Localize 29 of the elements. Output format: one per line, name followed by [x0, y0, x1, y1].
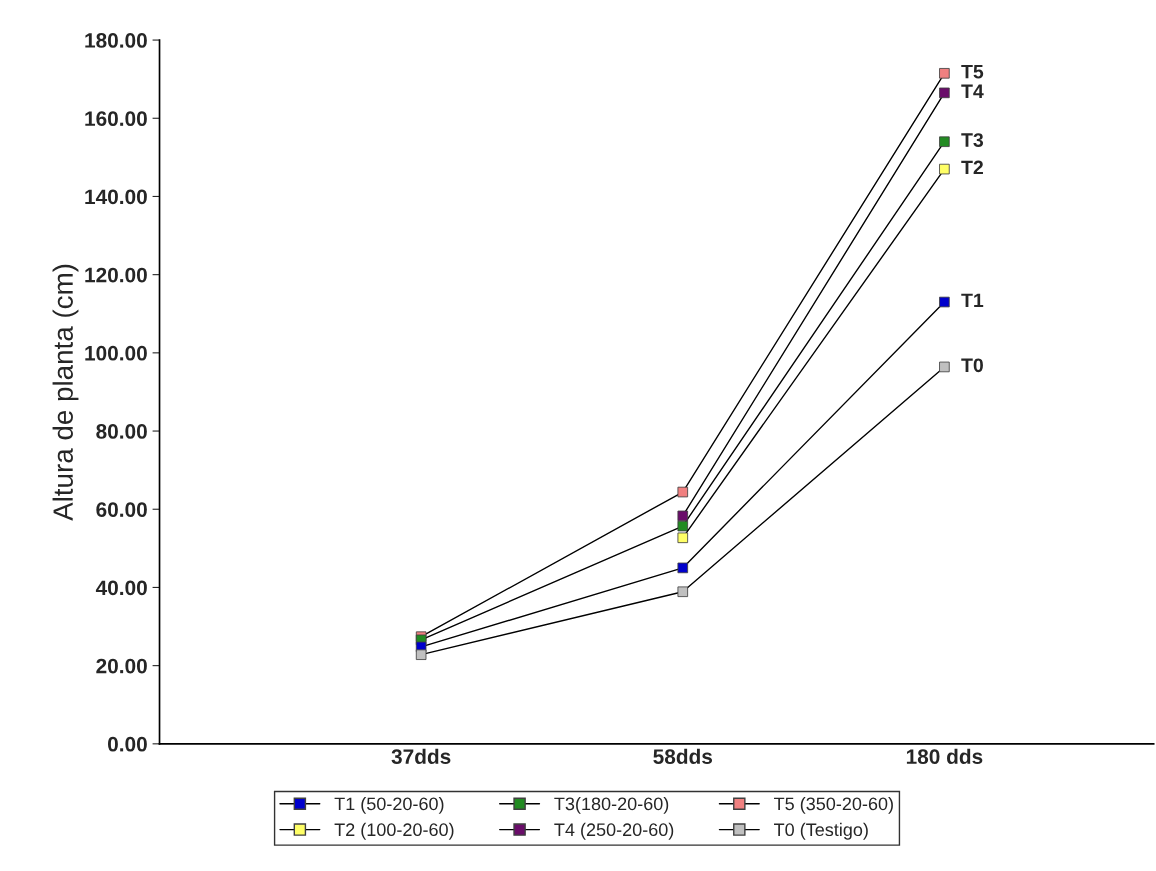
- legend-label: T3(180-20-60): [554, 796, 669, 814]
- legend-label: T4 (250-20-60): [554, 822, 674, 840]
- x-tick-label: 58dds: [653, 748, 713, 764]
- legend-label: T1 (50-20-60): [334, 796, 444, 814]
- legend-label: T2 (100-20-60): [334, 822, 454, 840]
- y-tick-label: 180.00: [85, 33, 147, 48]
- point: [677, 586, 689, 598]
- annotation: T5: [961, 64, 984, 79]
- y-axis-title: Altura de planta (cm): [52, 264, 79, 521]
- y-tick-label: 100.00: [85, 345, 147, 361]
- legend-label: T0 (Testigo): [774, 822, 868, 840]
- y-tick-label: 60.00: [96, 502, 147, 517]
- x-tick-label: 37dds: [391, 748, 451, 765]
- legend-label: T5 (350-20-60): [774, 796, 893, 814]
- point: [677, 486, 689, 498]
- x-tick-label: 180 dds: [906, 748, 983, 764]
- y-tick-label: 80.00: [96, 424, 147, 439]
- y-tick-label: 0.00: [108, 736, 147, 752]
- y-tick-label: 20.00: [96, 658, 147, 674]
- y-tick-label: 140.00: [85, 189, 147, 205]
- annotation: T0: [961, 358, 983, 373]
- annotation: T1: [961, 293, 984, 308]
- annotation: T4: [961, 84, 984, 98]
- point: [677, 510, 689, 522]
- annotation: T3: [961, 133, 984, 147]
- annotation: T2: [961, 160, 983, 175]
- y-tick-label: 40.00: [95, 580, 147, 596]
- y-tick-label: 160.00: [85, 111, 147, 127]
- y-tick-label: 120.00: [85, 267, 147, 283]
